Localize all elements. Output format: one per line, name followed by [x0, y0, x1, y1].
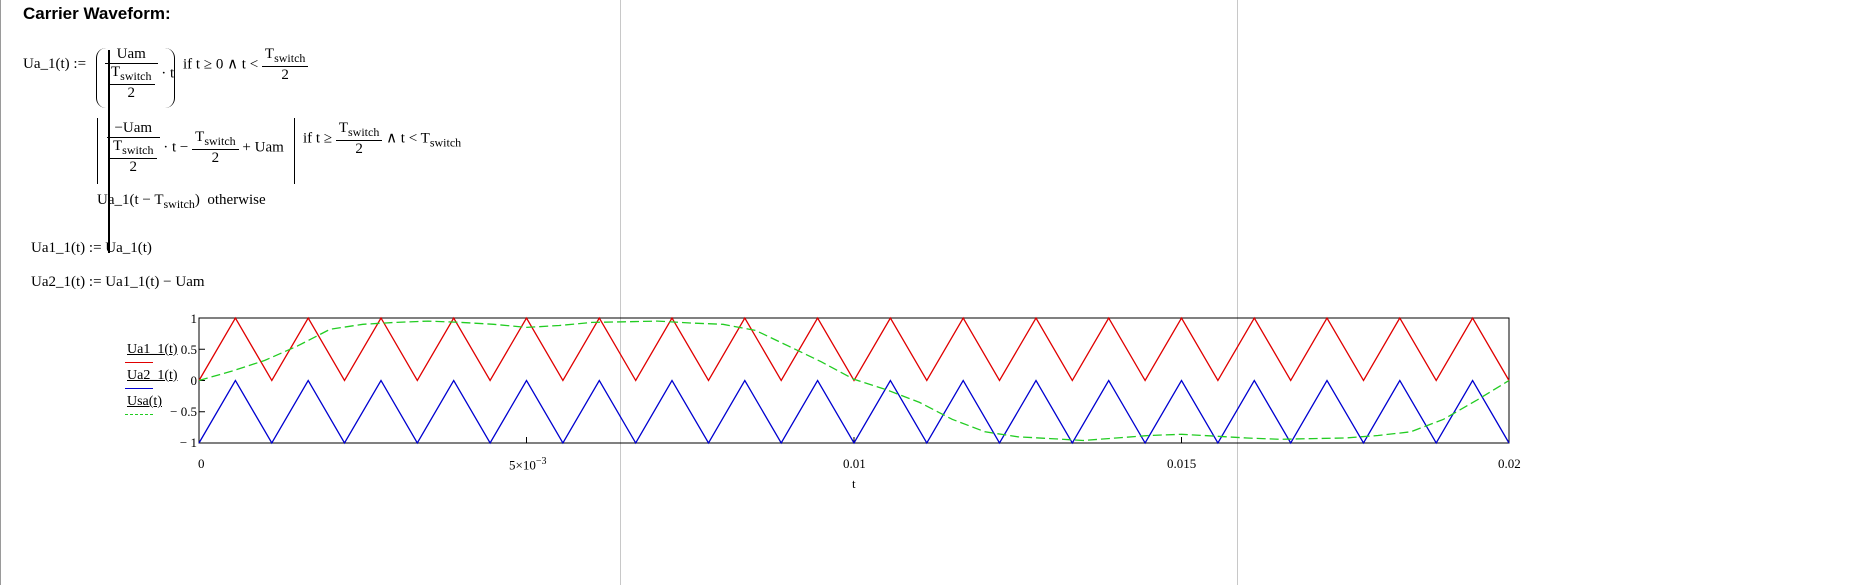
- y-tick-label: 0.5: [180, 342, 197, 357]
- case1-num: Uam: [116, 46, 146, 62]
- y-tick-label: − 0.5: [170, 404, 197, 419]
- page-break-line-right: [1237, 0, 1238, 585]
- case1-den-2: 2: [127, 85, 136, 101]
- definition-lhs: Ua_1(t) :=: [23, 56, 87, 72]
- case2-inner-2: 2: [211, 150, 220, 166]
- case2-plus-uam: + Uam: [242, 139, 284, 156]
- case2-cond-2: 2: [355, 141, 363, 157]
- case2-inner-T: T: [195, 129, 205, 145]
- case3-otherwise: otherwise: [207, 192, 266, 208]
- equation-ua1: Ua1_1(t) := Ua_1(t): [31, 240, 152, 256]
- case2-den-T: T: [113, 138, 123, 154]
- case2-cond-sub: switch: [347, 125, 380, 139]
- case3-call-sub: switch: [163, 197, 195, 211]
- case2-paren-open: · t −: [163, 139, 189, 156]
- case2-cond-fraction: Tswitch 2: [335, 120, 383, 158]
- case2-expression: −Uam Tswitch 2 · t − Tswitch 2 + Uam: [107, 120, 284, 176]
- x-axis-label: t: [852, 476, 856, 491]
- legend-swatch-usa: [125, 414, 153, 415]
- series-line-ua1: [198, 316, 1510, 382]
- page-break-line-left: [620, 0, 621, 585]
- x-tick-label: 0.01: [843, 456, 866, 471]
- case1-cond-2: 2: [281, 67, 289, 83]
- x-tick-label: 0.015: [1167, 456, 1197, 471]
- case2-inner-sub: switch: [204, 134, 236, 148]
- case1-den: Tswitch 2: [105, 64, 158, 102]
- case2-bracket-frame: [97, 118, 295, 184]
- x-tick-label: 0.02: [1498, 456, 1521, 471]
- case1-condition: if t ≥ 0 ∧ t < Tswitch 2: [183, 46, 309, 84]
- y-tick-label: − 1: [179, 435, 197, 450]
- case1-cond-fraction: Tswitch 2: [261, 46, 309, 84]
- series-line-ua2: [198, 379, 1510, 445]
- equation-ua2: Ua2_1(t) := Ua1_1(t) − Uam: [31, 274, 205, 290]
- case2-cond-post: ∧ t < T: [386, 130, 430, 147]
- x-tick-label-base: 5×10: [509, 457, 536, 473]
- y-tick-label: 0: [190, 373, 198, 388]
- case3-call: Ua_1(t − T: [97, 192, 164, 208]
- series-line-usa: [198, 320, 1510, 442]
- legend-label-ua2: Ua2_1(t): [127, 368, 178, 383]
- case2-cond-post-sub: switch: [429, 135, 462, 150]
- legend-label-ua1: Ua1_1(t): [127, 342, 178, 357]
- case2-den-2: 2: [129, 159, 138, 175]
- case2-num: −Uam: [114, 120, 153, 136]
- case1-cond-sub: switch: [274, 51, 306, 65]
- legend-swatch-ua1: [125, 362, 153, 363]
- legend-swatch-ua2: [125, 388, 153, 389]
- y-tick-label: 1: [190, 311, 198, 326]
- case2-cond-pre: if t ≥: [303, 130, 333, 147]
- case2-condition: if t ≥ Tswitch 2 ∧ t < Tswitch: [303, 120, 461, 158]
- case1-den-T: T: [111, 64, 121, 80]
- case3-call-end: ): [194, 192, 200, 208]
- case2-cond-T: T: [338, 120, 348, 136]
- section-heading: Carrier Waveform:: [23, 4, 171, 23]
- case1-cond-T: T: [264, 46, 275, 62]
- case-brace: [108, 50, 110, 253]
- x-tick-label: 5×10−3: [509, 456, 546, 473]
- case2-inner-fraction: Tswitch 2: [192, 129, 239, 167]
- case2-fraction: −Uam Tswitch 2: [107, 120, 160, 176]
- case1-den-sub: switch: [120, 69, 152, 83]
- x-tick-label: 0: [198, 456, 205, 471]
- legend-label-usa: Usa(t): [127, 394, 162, 409]
- x-tick-label-exponent: −3: [535, 456, 547, 467]
- case1-fraction: Uam Tswitch 2: [105, 46, 158, 102]
- case2-den-sub: switch: [122, 143, 154, 157]
- case1-mult-t: · t: [161, 65, 175, 82]
- case1-expression: Uam Tswitch 2 · t: [105, 46, 174, 102]
- case1-cond-pre: if t ≥ 0 ∧ t <: [183, 56, 259, 73]
- case3-expression: Ua_1(t − Tswitch) otherwise: [97, 192, 266, 212]
- case1-paren-frame: [96, 48, 175, 108]
